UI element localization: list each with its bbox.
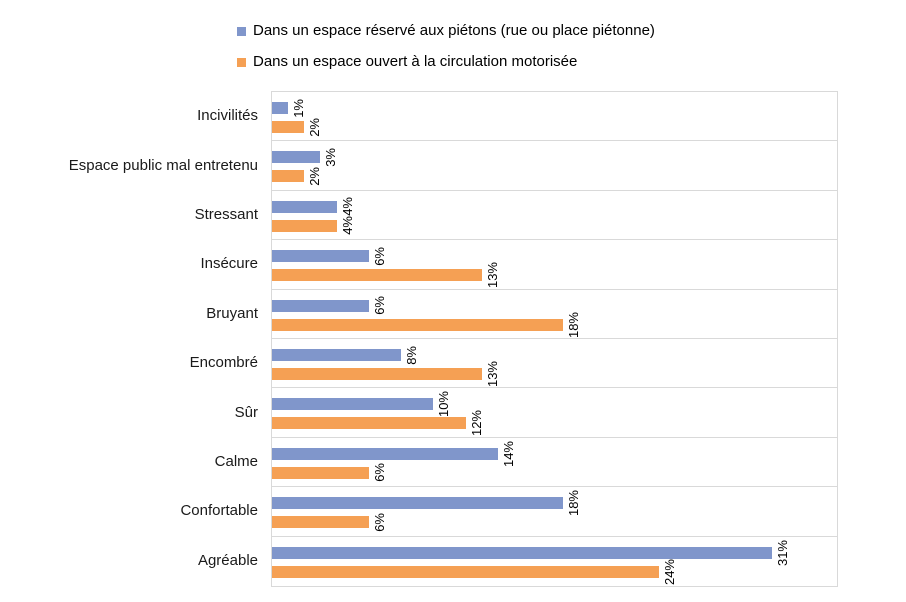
bar-line: 6% (272, 247, 837, 266)
category-axis: Incivilités Espace public mal entretenu St… (0, 91, 258, 585)
bar-series2 (272, 318, 563, 331)
bar-series2 (272, 219, 337, 232)
bar-line: 8% (272, 346, 837, 364)
bar-line: 24% (272, 559, 837, 585)
chart-row: 31% 24% (272, 537, 837, 586)
legend-label: Dans un espace ouvert à la circulation m… (253, 53, 578, 70)
chart-row: 10% 12% (272, 388, 837, 438)
bar-line: 6% (272, 296, 837, 315)
bar-line: 1% (272, 99, 837, 117)
bar-series1 (272, 447, 498, 460)
value-label: 10% (436, 391, 452, 418)
bar-series1 (272, 250, 369, 263)
bar-series1 (272, 546, 773, 559)
chart-row: 1% 2% (272, 92, 837, 142)
bar-series1 (272, 200, 337, 213)
chart-row: 18% 6% (272, 487, 837, 537)
chart-row: 6% 18% (272, 290, 837, 339)
value-label: 18% (565, 490, 581, 517)
bar-line: 18% (272, 312, 837, 338)
value-label: 1% (291, 98, 307, 118)
category-label: Calme (214, 452, 258, 470)
plot-area: 1% 2% 3% 2% 4% 4% 6% 13% 6% 18% 8% 13% 10% 12% 14% 6% 18… (271, 91, 838, 587)
chart-legend: Dans un espace réservé aux piétons (rue … (237, 22, 655, 71)
bar-series1 (272, 497, 563, 510)
bar-line: 6% (272, 463, 837, 482)
bar-line: 4% (272, 216, 837, 235)
category-label: Insécure (200, 255, 258, 273)
bar-series2 (272, 516, 369, 529)
legend-label: Dans un espace réservé aux piétons (rue … (253, 22, 655, 39)
legend-swatch-icon (237, 57, 246, 67)
value-label: 2% (307, 117, 323, 137)
category-label: Encombré (189, 354, 258, 372)
value-label: 14% (501, 440, 516, 467)
value-label: 3% (323, 148, 339, 167)
legend-item: Dans un espace ouvert à la circulation m… (237, 53, 655, 71)
value-label: 12% (468, 410, 484, 437)
bar-series2 (272, 466, 369, 479)
value-label: 6% (371, 512, 387, 532)
value-label: 24% (662, 558, 678, 585)
category-label: Confortable (180, 502, 258, 520)
bar-line: 31% (272, 540, 837, 566)
value-label: 2% (307, 167, 323, 186)
value-label: 13% (484, 360, 500, 387)
value-label: 8% (404, 345, 420, 365)
bar-line: 13% (272, 262, 837, 288)
chart-row: 14% 6% (272, 438, 837, 488)
bar-line: 2% (272, 118, 837, 136)
value-label: 6% (371, 296, 387, 315)
bar-series1 (272, 299, 369, 312)
value-label: 4% (339, 197, 355, 217)
bar-series2 (272, 269, 482, 282)
bar-line: 6% (272, 513, 837, 532)
value-label: 6% (371, 246, 387, 266)
legend-swatch-icon (237, 26, 246, 36)
bar-series1 (272, 151, 321, 164)
chart-row: 8% 13% (272, 339, 837, 389)
bar-series1 (272, 398, 434, 411)
bar-line: 14% (272, 441, 837, 467)
category-label: Espace public mal entretenu (68, 156, 258, 174)
value-label: 6% (371, 463, 387, 483)
category-label: Stressant (194, 205, 258, 223)
bar-series2 (272, 417, 466, 430)
bar-line: 4% (272, 197, 837, 216)
bar-line: 3% (272, 148, 837, 167)
category-label: Incivilités (197, 107, 258, 125)
chart-row: 6% 13% (272, 240, 837, 290)
value-label: 4% (339, 216, 355, 236)
bar-line: 2% (272, 167, 837, 186)
bar-series2 (272, 367, 482, 380)
value-label: 18% (565, 311, 581, 338)
bar-line: 10% (272, 391, 837, 417)
chart-row: 3% 2% (272, 141, 837, 191)
value-label: 31% (775, 539, 791, 566)
bar-line: 18% (272, 490, 837, 516)
category-label: Sûr (234, 403, 258, 421)
bar-series1 (272, 102, 289, 114)
value-label: 13% (484, 262, 500, 289)
bar-line: 12% (272, 410, 837, 436)
bar-series2 (272, 170, 305, 183)
chart-row: 4% 4% (272, 191, 837, 241)
bar-series2 (272, 565, 660, 578)
bar-series2 (272, 121, 305, 133)
category-label: Agréable (197, 551, 258, 569)
legend-item: Dans un espace réservé aux piétons (rue … (237, 22, 655, 40)
bar-line: 13% (272, 361, 837, 387)
bar-series1 (272, 348, 402, 361)
category-label: Bruyant (206, 304, 258, 322)
